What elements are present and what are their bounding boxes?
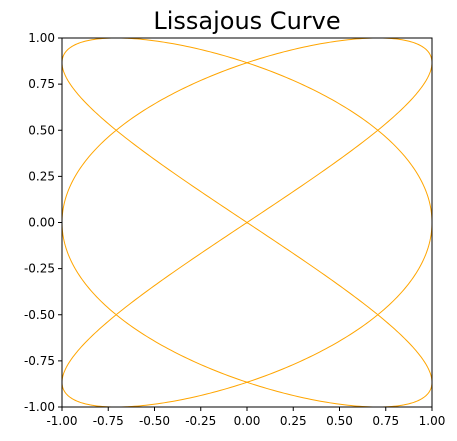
x-tick-label: 0.50 — [326, 414, 353, 428]
plot-area — [61, 37, 433, 408]
x-axis: -1.00 -0.75 -0.50 -0.25 0.00 0.25 0.50 0.75 1.00 — [46, 407, 445, 428]
y-tick-label: -0.75 — [24, 354, 55, 368]
x-tick-label: -0.75 — [93, 414, 124, 428]
y-tick-label: 0.75 — [28, 77, 55, 91]
x-tick-label: -1.00 — [46, 414, 77, 428]
chart-title: Lissajous Curve — [153, 7, 340, 35]
y-tick-label: -0.50 — [24, 308, 55, 322]
y-tick-label: -0.25 — [24, 262, 55, 276]
y-tick-label: -1.00 — [24, 400, 55, 414]
lissajous-curve-line — [61, 37, 433, 408]
x-tick-label: 0.00 — [234, 414, 261, 428]
x-tick-label: -0.25 — [185, 414, 216, 428]
x-tick-label: 0.75 — [372, 414, 399, 428]
y-tick-label: 1.00 — [28, 31, 55, 45]
y-tick-label: 0.50 — [28, 123, 55, 137]
y-tick-label: 0.25 — [28, 169, 55, 183]
y-axis: 1.00 0.75 0.50 0.25 0.00 -0.25 -0.50 -0.75 -1.00 — [24, 31, 62, 414]
x-tick-label: 0.25 — [280, 414, 307, 428]
x-tick-label: -0.50 — [139, 414, 170, 428]
y-tick-label: 0.00 — [28, 216, 55, 230]
x-tick-label: 1.00 — [419, 414, 446, 428]
